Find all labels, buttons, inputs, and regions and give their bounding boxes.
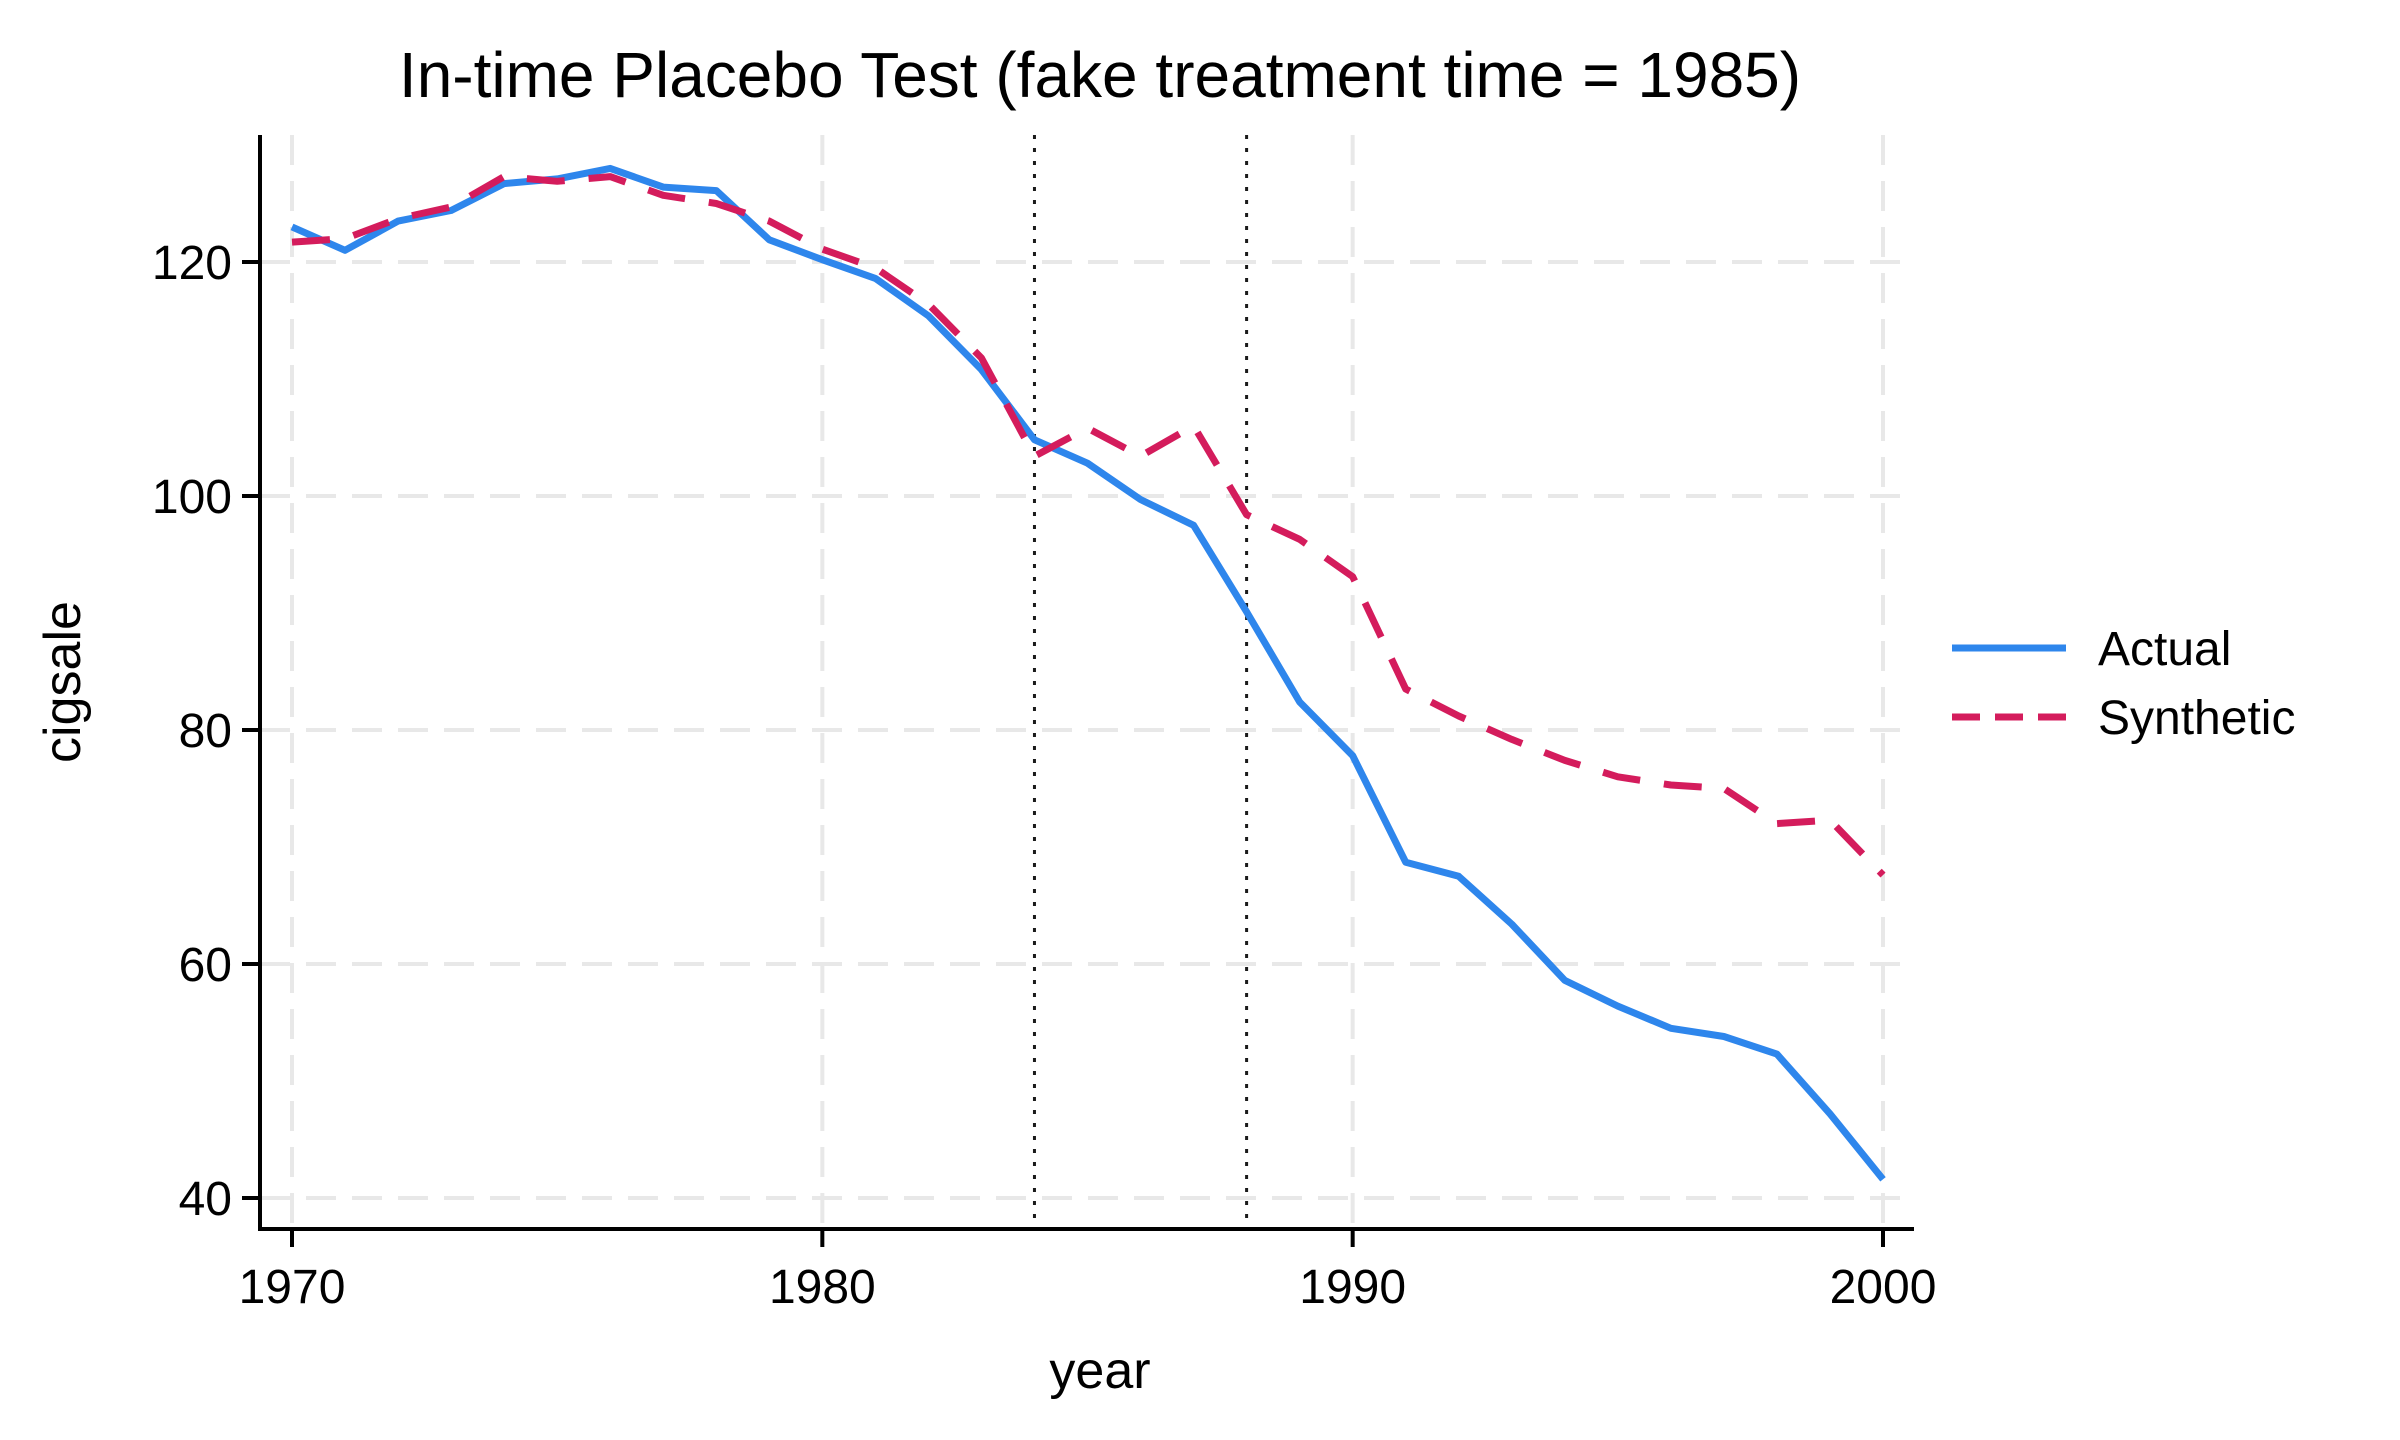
gridlines <box>260 135 1914 1229</box>
legend-actual-label: Actual <box>2098 623 2231 676</box>
placebo-vlines <box>1032 135 1249 1229</box>
y-tick-label: 40 <box>179 1173 232 1226</box>
y-tick-labels: 40 60 80 100 120 <box>152 237 232 1226</box>
x-tick-label: 1970 <box>239 1261 346 1314</box>
series-line-actual <box>290 164 1886 1182</box>
legend-synthetic-label: Synthetic <box>2098 692 2295 745</box>
x-tick-label: 2000 <box>1830 1261 1937 1314</box>
x-axis-label: year <box>1049 1342 1150 1400</box>
x-tick-label: 1980 <box>769 1261 876 1314</box>
series-line-synthetic <box>291 173 1886 878</box>
x-tick-labels: 1970 1980 1990 2000 <box>239 1261 1937 1314</box>
y-tick-label: 60 <box>179 939 232 992</box>
legend: Actual Synthetic <box>1952 623 2295 745</box>
y-tick-label: 120 <box>152 237 232 290</box>
y-tick-label: 80 <box>179 705 232 758</box>
axes <box>242 135 1914 1247</box>
chart-title: In-time Placebo Test (fake treatment tim… <box>399 39 1801 111</box>
series-lines <box>290 164 1886 1182</box>
y-tick-label: 100 <box>152 471 232 524</box>
x-tick-label: 1990 <box>1299 1261 1406 1314</box>
y-axis-label: cigsale <box>34 601 92 763</box>
